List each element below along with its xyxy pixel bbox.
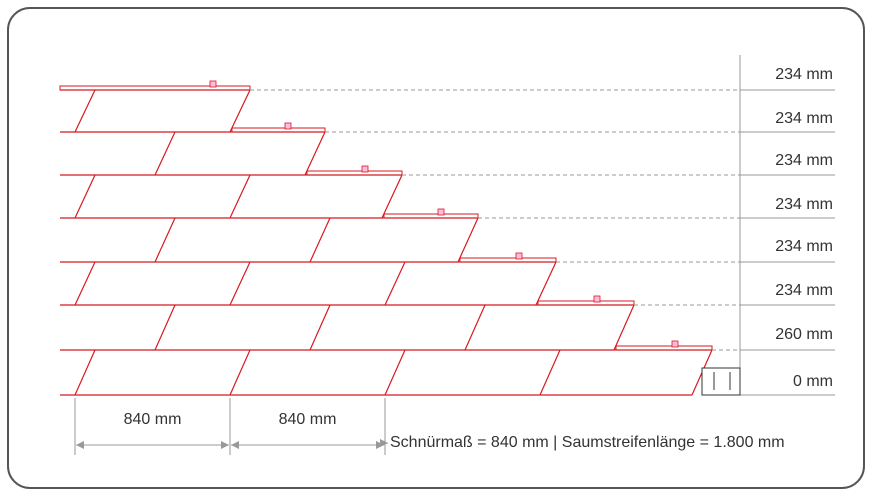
row-label: 260 mm <box>775 326 833 343</box>
row-label: 0 mm <box>793 373 833 390</box>
shingle-edge <box>464 304 486 351</box>
shingle-edge <box>74 89 96 133</box>
shingle-edge <box>154 217 176 263</box>
shingle-edge <box>384 261 406 306</box>
row-label: 234 mm <box>775 238 833 255</box>
row-label: 234 mm <box>775 282 833 299</box>
clip <box>593 295 601 303</box>
clip <box>671 340 679 348</box>
edge-strip <box>306 170 403 176</box>
edge-strip <box>459 257 557 263</box>
frame <box>7 7 865 489</box>
clip <box>284 122 292 130</box>
row-label: 234 mm <box>775 110 833 127</box>
edge-strip <box>383 213 479 219</box>
edge-strip <box>231 127 326 133</box>
shingle-edge <box>229 349 251 396</box>
clip <box>437 208 445 216</box>
end-box <box>701 367 741 396</box>
shingle-edge <box>535 261 557 306</box>
shingle-edge <box>74 349 96 396</box>
caption: Schnürmaß = 840 mm | Saumstreifenlänge =… <box>390 434 785 451</box>
edge-strip <box>59 85 251 91</box>
shingle-edge <box>613 304 635 351</box>
shingle-edge <box>74 261 96 306</box>
shingle-edge <box>229 89 251 133</box>
shingle-edge <box>154 304 176 351</box>
row-label: 234 mm <box>775 66 833 83</box>
width-label: 840 mm <box>124 411 182 428</box>
clip <box>361 165 369 173</box>
edge-strip <box>537 300 635 306</box>
shingle-edge <box>384 349 406 396</box>
shingle-edge <box>457 217 479 263</box>
shingle-edge <box>154 131 176 176</box>
shingle-edge <box>304 131 326 176</box>
row-label: 234 mm <box>775 152 833 169</box>
edge-strip <box>615 345 713 351</box>
shingle-edge <box>229 174 251 219</box>
shingle-edge <box>74 174 96 219</box>
width-label: 840 mm <box>279 411 337 428</box>
shingle-edge <box>381 174 403 219</box>
clip <box>209 80 217 88</box>
shingle-edge <box>229 261 251 306</box>
shingle-edge <box>309 304 331 351</box>
shingle-edge <box>309 217 331 263</box>
shingle-edge <box>539 349 561 396</box>
row-label: 234 mm <box>775 196 833 213</box>
clip <box>515 252 523 260</box>
